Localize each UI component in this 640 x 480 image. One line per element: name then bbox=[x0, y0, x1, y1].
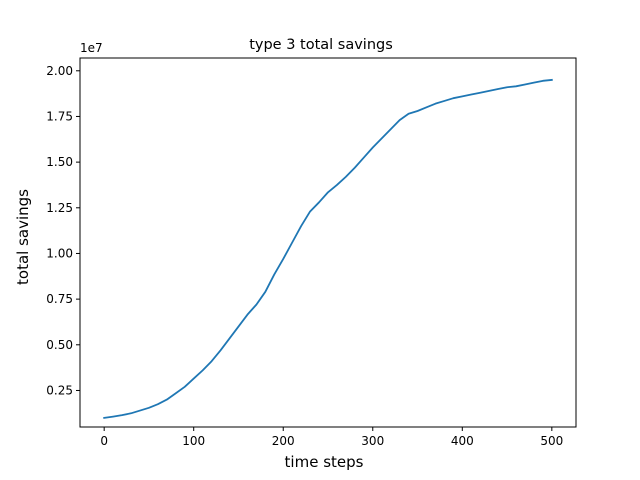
y-tick-label: 1.75 bbox=[46, 109, 73, 123]
x-tick-label: 400 bbox=[451, 434, 474, 448]
y-tick-label: 0.25 bbox=[46, 383, 73, 397]
x-tick-label: 0 bbox=[100, 434, 108, 448]
y-tick-label: 2.00 bbox=[46, 64, 73, 78]
x-tick-label: 200 bbox=[272, 434, 295, 448]
y-offset-label: 1e7 bbox=[80, 41, 103, 55]
chart-title: type 3 total savings bbox=[249, 37, 393, 53]
ticks-layer: 0 100 200 300 400 500 0.25 0.50 0.75 1.00 1.25 1.50… bbox=[46, 64, 563, 448]
y-tick-label: 0.75 bbox=[46, 292, 73, 306]
plot-area-frame bbox=[79, 57, 577, 428]
x-tick-label: 300 bbox=[361, 434, 384, 448]
y-tick-label: 1.00 bbox=[46, 246, 73, 260]
series-line bbox=[103, 78, 553, 419]
y-tick-label: 1.50 bbox=[46, 155, 73, 169]
y-axis-label: total savings bbox=[14, 189, 32, 285]
y-tick-label: 0.50 bbox=[46, 338, 73, 352]
x-tick-label: 500 bbox=[540, 434, 563, 448]
x-tick-label: 100 bbox=[182, 434, 205, 448]
x-axis-label: time steps bbox=[285, 453, 364, 471]
y-tick-label: 1.25 bbox=[46, 201, 73, 215]
